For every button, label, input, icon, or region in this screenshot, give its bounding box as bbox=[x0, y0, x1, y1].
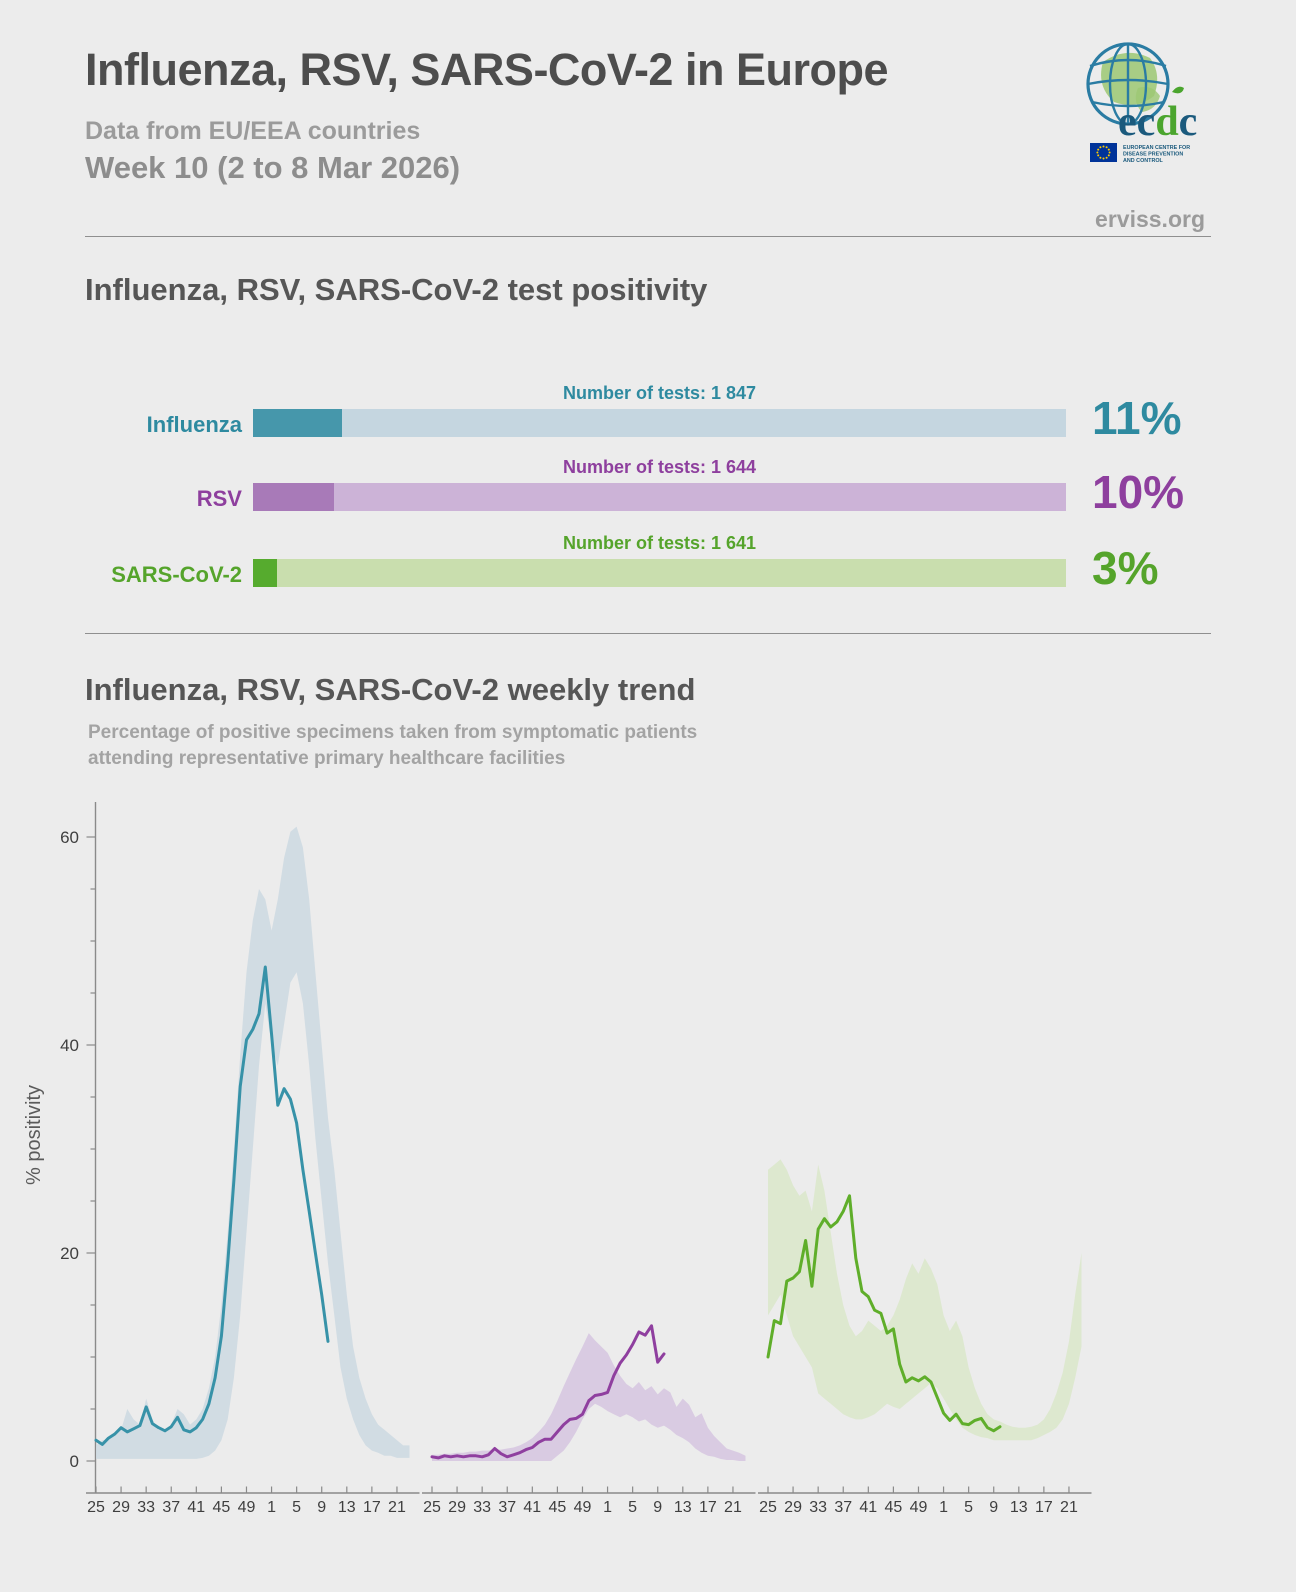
svg-text:37: 37 bbox=[498, 1499, 516, 1516]
svg-text:21: 21 bbox=[1060, 1499, 1078, 1516]
sars-cov-2-positivity-row: Number of tests: 1 641 SARS-CoV-2 3% bbox=[0, 533, 1296, 599]
svg-text:21: 21 bbox=[724, 1499, 742, 1516]
svg-text:29: 29 bbox=[784, 1499, 802, 1516]
svg-text:41: 41 bbox=[187, 1499, 205, 1516]
influenza-bar-track bbox=[253, 409, 1066, 437]
rsv-bar-fill bbox=[253, 483, 334, 511]
sars-cov-2-tests-count: Number of tests: 1 641 bbox=[562, 533, 757, 553]
svg-text:9: 9 bbox=[317, 1499, 326, 1516]
trend-caption-line1: Percentage of positive specimens taken f… bbox=[88, 722, 698, 743]
svg-text:33: 33 bbox=[809, 1499, 827, 1516]
svg-text:17: 17 bbox=[699, 1499, 717, 1516]
svg-text:25: 25 bbox=[423, 1499, 441, 1516]
sars-cov-2-bar-label: SARS-CoV-2 bbox=[111, 562, 242, 587]
section-divider bbox=[85, 633, 1211, 634]
positivity-section-heading: Influenza, RSV, SARS-CoV-2 test positivi… bbox=[85, 272, 708, 307]
trend-caption-line2: attending representative primary healthc… bbox=[88, 748, 566, 769]
rsv-percent-value: 10% bbox=[1092, 466, 1185, 518]
influenza-positivity-row: Number of tests: 1 847 Influenza 11% bbox=[0, 383, 1296, 449]
svg-text:25: 25 bbox=[87, 1499, 105, 1516]
svg-text:60: 60 bbox=[60, 828, 79, 847]
svg-text:29: 29 bbox=[112, 1499, 130, 1516]
svg-text:17: 17 bbox=[1035, 1499, 1053, 1516]
ecdc-wordmark: ecdc bbox=[1118, 86, 1197, 145]
svg-text:45: 45 bbox=[213, 1499, 231, 1516]
erviss-url: erviss.org bbox=[1095, 206, 1205, 232]
rsv-bar-track bbox=[253, 483, 1066, 511]
svg-text:5: 5 bbox=[292, 1499, 301, 1516]
svg-text:45: 45 bbox=[549, 1499, 567, 1516]
rsv-positivity-row: Number of tests: 1 644 RSV 10% bbox=[0, 457, 1296, 523]
svg-text:0: 0 bbox=[70, 1452, 79, 1471]
svg-text:5: 5 bbox=[964, 1499, 973, 1516]
ecdc-org-name: EUROPEAN CENTRE FOR DISEASE PREVENTION A… bbox=[1123, 145, 1190, 164]
globe-icon bbox=[1086, 42, 1170, 126]
sars-cov-2-percent-value: 3% bbox=[1092, 542, 1159, 594]
svg-text:% positivity: % positivity bbox=[23, 1085, 45, 1185]
ecdc-logo: ecdc EUROPEAN CENTRE FOR DISEASE PREVENT… bbox=[1086, 42, 1197, 164]
svg-text:37: 37 bbox=[162, 1499, 180, 1516]
eu-flag-icon bbox=[1090, 143, 1117, 162]
sars-cov-2-bar-track bbox=[253, 559, 1066, 587]
svg-text:49: 49 bbox=[238, 1499, 256, 1516]
svg-text:5: 5 bbox=[628, 1499, 637, 1516]
sars-cov-2-bar-fill bbox=[253, 559, 277, 587]
svg-text:9: 9 bbox=[653, 1499, 662, 1516]
svg-text:40: 40 bbox=[60, 1036, 79, 1055]
data-scope-subtitle: Data from EU/EEA countries bbox=[85, 117, 421, 145]
svg-text:AND CONTROL: AND CONTROL bbox=[1123, 158, 1164, 164]
header-divider bbox=[85, 236, 1211, 237]
svg-text:ecdc: ecdc bbox=[1118, 99, 1197, 145]
svg-text:13: 13 bbox=[338, 1499, 356, 1516]
svg-text:1: 1 bbox=[939, 1499, 948, 1516]
svg-text:45: 45 bbox=[885, 1499, 903, 1516]
svg-text:20: 20 bbox=[60, 1244, 79, 1263]
svg-text:EUROPEAN CENTRE FOR: EUROPEAN CENTRE FOR bbox=[1123, 145, 1190, 151]
svg-text:37: 37 bbox=[834, 1499, 852, 1516]
svg-text:1: 1 bbox=[603, 1499, 612, 1516]
influenza-tests-count: Number of tests: 1 847 bbox=[562, 383, 757, 403]
rsv-tests-count: Number of tests: 1 644 bbox=[562, 457, 757, 477]
influenza-percent-value: 11% bbox=[1092, 392, 1182, 444]
svg-text:21: 21 bbox=[388, 1499, 406, 1516]
svg-text:41: 41 bbox=[523, 1499, 541, 1516]
influenza-bar-label: Influenza bbox=[146, 412, 242, 437]
svg-text:33: 33 bbox=[473, 1499, 491, 1516]
svg-text:9: 9 bbox=[989, 1499, 998, 1516]
trend-section-heading: Influenza, RSV, SARS-CoV-2 weekly trend bbox=[85, 672, 696, 707]
page-title: Influenza, RSV, SARS-CoV-2 in Europe bbox=[85, 44, 888, 95]
svg-text:DISEASE PREVENTION: DISEASE PREVENTION bbox=[1123, 152, 1183, 158]
svg-text:29: 29 bbox=[448, 1499, 466, 1516]
svg-text:49: 49 bbox=[910, 1499, 928, 1516]
week-subtitle: Week 10 (2 to 8 Mar 2026) bbox=[85, 150, 461, 185]
svg-text:13: 13 bbox=[674, 1499, 692, 1516]
svg-text:13: 13 bbox=[1010, 1499, 1028, 1516]
svg-text:1: 1 bbox=[267, 1499, 276, 1516]
rsv-bar-label: RSV bbox=[196, 486, 242, 511]
svg-text:33: 33 bbox=[137, 1499, 155, 1516]
svg-text:49: 49 bbox=[574, 1499, 592, 1516]
svg-text:25: 25 bbox=[759, 1499, 777, 1516]
svg-text:17: 17 bbox=[363, 1499, 381, 1516]
influenza-bar-fill bbox=[253, 409, 342, 437]
svg-text:41: 41 bbox=[859, 1499, 877, 1516]
